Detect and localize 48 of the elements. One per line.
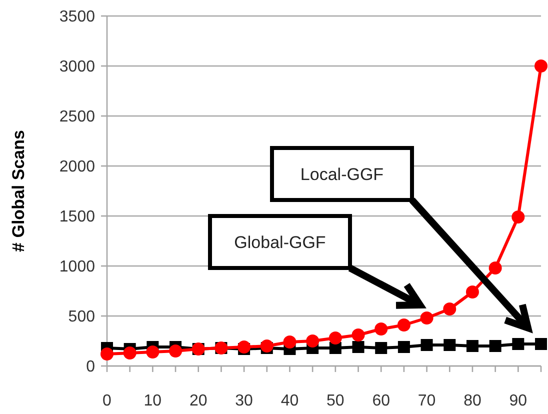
point — [444, 339, 456, 351]
point — [488, 262, 502, 274]
y-tick-label: 2500 — [59, 108, 96, 126]
point — [260, 340, 274, 352]
point — [283, 336, 296, 348]
point — [420, 312, 434, 324]
point — [146, 346, 160, 358]
x-tick-label: 40 — [280, 392, 299, 410]
y-tick-label: 0 — [86, 358, 96, 376]
point — [352, 341, 364, 353]
y-tick-label: 3000 — [59, 58, 96, 76]
x-tick-label: 10 — [144, 392, 162, 410]
point — [466, 286, 479, 298]
y-tick-label: 3500 — [59, 8, 96, 26]
point — [420, 339, 433, 351]
point — [238, 340, 251, 354]
point — [306, 334, 320, 348]
point — [512, 338, 524, 350]
y-tick-label: 500 — [68, 308, 96, 326]
x-tick-label: 60 — [372, 392, 390, 410]
point — [535, 338, 547, 350]
y-tick-label: 1500 — [59, 208, 96, 226]
point — [374, 322, 388, 336]
annotation: Global-GGF — [234, 232, 326, 252]
x-tick-label: 30 — [235, 392, 254, 410]
point — [398, 341, 410, 353]
point — [397, 318, 410, 332]
point — [123, 346, 136, 360]
point — [489, 340, 502, 352]
x-tick-label: 50 — [326, 392, 344, 410]
x-tick-label: 80 — [464, 392, 482, 410]
point — [375, 342, 388, 354]
x-tick-label: 90 — [509, 392, 528, 410]
point — [352, 328, 365, 342]
point — [534, 60, 548, 72]
x-tick-label: 70 — [418, 392, 436, 410]
point — [100, 348, 114, 360]
point — [328, 332, 342, 344]
x-tick-label: 0 — [102, 392, 112, 410]
annotation: Local-GGF — [300, 164, 384, 184]
point — [169, 344, 182, 358]
point — [443, 302, 456, 316]
y-axis-title: # Global Scans — [9, 130, 28, 252]
y-tick-label: 1000 — [59, 258, 96, 276]
x-tick-label: 20 — [189, 392, 208, 410]
point — [512, 210, 525, 224]
y-tick-label: 2000 — [59, 158, 96, 176]
point — [466, 340, 478, 352]
